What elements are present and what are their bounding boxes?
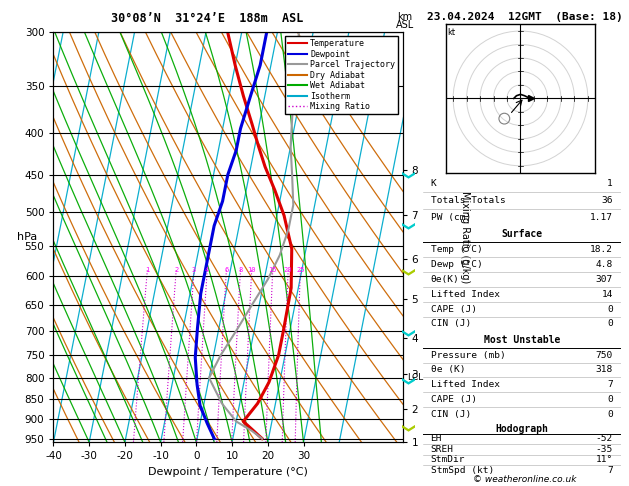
Text: 2: 2 — [174, 267, 178, 274]
Y-axis label: Mixing Ratio (g/kg): Mixing Ratio (g/kg) — [460, 191, 470, 283]
Text: 0: 0 — [607, 305, 613, 313]
Text: 7: 7 — [607, 466, 613, 475]
Legend: Temperature, Dewpoint, Parcel Trajectory, Dry Adiabat, Wet Adiabat, Isotherm, Mi: Temperature, Dewpoint, Parcel Trajectory… — [285, 36, 398, 114]
Text: StmDir: StmDir — [431, 455, 465, 464]
Text: StmSpd (kt): StmSpd (kt) — [431, 466, 494, 475]
Text: 14: 14 — [601, 290, 613, 298]
Text: 307: 307 — [596, 275, 613, 284]
Text: θe (K): θe (K) — [431, 365, 465, 375]
Text: PW (cm): PW (cm) — [431, 213, 471, 222]
Text: CAPE (J): CAPE (J) — [431, 305, 477, 313]
Text: 6: 6 — [224, 267, 228, 274]
Text: 3: 3 — [192, 267, 196, 274]
Text: SREH: SREH — [431, 445, 454, 454]
Text: CIN (J): CIN (J) — [431, 319, 471, 329]
Text: 0: 0 — [607, 319, 613, 329]
Text: 0: 0 — [607, 395, 613, 404]
Text: Pressure (mb): Pressure (mb) — [431, 350, 505, 360]
Text: Lifted Index: Lifted Index — [431, 290, 499, 298]
Text: 30°08’N  31°24’E  188m  ASL: 30°08’N 31°24’E 188m ASL — [111, 12, 304, 25]
Text: 11°: 11° — [596, 455, 613, 464]
Text: CAPE (J): CAPE (J) — [431, 395, 477, 404]
Text: -35: -35 — [596, 445, 613, 454]
Text: -52: -52 — [596, 434, 613, 443]
Text: ❯: ❯ — [399, 376, 412, 387]
Text: 4.8: 4.8 — [596, 260, 613, 269]
Text: Lifted Index: Lifted Index — [431, 380, 499, 389]
Text: EH: EH — [431, 434, 442, 443]
Text: Temp (°C): Temp (°C) — [431, 245, 482, 254]
Text: 18.2: 18.2 — [590, 245, 613, 254]
Text: ❯: ❯ — [399, 267, 412, 278]
Text: 1.17: 1.17 — [590, 213, 613, 222]
Text: Most Unstable: Most Unstable — [484, 335, 560, 346]
Text: 750: 750 — [596, 350, 613, 360]
X-axis label: Dewpoint / Temperature (°C): Dewpoint / Temperature (°C) — [148, 467, 308, 477]
Text: θe(K): θe(K) — [431, 275, 459, 284]
Text: kt: kt — [448, 28, 456, 37]
Text: 318: 318 — [596, 365, 613, 375]
Text: 1: 1 — [607, 179, 613, 188]
Text: ❯: ❯ — [399, 328, 412, 338]
Text: 7: 7 — [607, 380, 613, 389]
Text: K: K — [431, 179, 437, 188]
Text: ASL: ASL — [396, 20, 415, 31]
Text: ❯: ❯ — [399, 423, 412, 434]
Text: Dewp (°C): Dewp (°C) — [431, 260, 482, 269]
Text: 15: 15 — [269, 267, 277, 274]
Text: 8: 8 — [238, 267, 243, 274]
Text: 1: 1 — [145, 267, 150, 274]
Text: Surface: Surface — [501, 229, 542, 240]
Text: 25: 25 — [296, 267, 304, 274]
Text: Hodograph: Hodograph — [495, 423, 548, 434]
Text: 23.04.2024  12GMT  (Base: 18): 23.04.2024 12GMT (Base: 18) — [427, 12, 623, 22]
Text: CIN (J): CIN (J) — [431, 410, 471, 419]
Text: ❯: ❯ — [399, 221, 412, 231]
Text: km: km — [398, 12, 413, 22]
Text: hPa: hPa — [17, 232, 37, 242]
Text: © weatheronline.co.uk: © weatheronline.co.uk — [474, 474, 577, 484]
Text: 36: 36 — [601, 196, 613, 205]
Text: 20: 20 — [284, 267, 292, 274]
Text: 4: 4 — [205, 267, 209, 274]
Text: 10: 10 — [247, 267, 256, 274]
Text: Totals Totals: Totals Totals — [431, 196, 505, 205]
Text: ❯: ❯ — [399, 170, 412, 180]
Text: LCL: LCL — [407, 373, 423, 382]
Text: 0: 0 — [607, 410, 613, 419]
